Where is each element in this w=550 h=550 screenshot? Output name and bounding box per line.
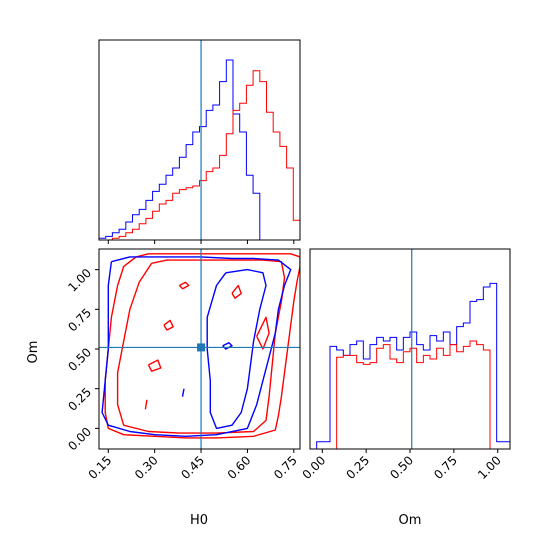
om-tick-label: 0.50 xyxy=(387,453,416,482)
h0-histogram-panel xyxy=(98,39,301,244)
om-y-tick-label: 0.50 xyxy=(65,345,94,374)
contour-series-1-level-5 xyxy=(147,359,162,372)
contour-lines xyxy=(101,253,300,439)
h0-tick-label: 0.60 xyxy=(225,453,254,482)
h0-tick-label: 0.15 xyxy=(86,453,115,482)
om-y-tick-label: 0.75 xyxy=(65,306,94,335)
contour-series-1-level-7 xyxy=(256,316,270,350)
om-tick-label: 1.00 xyxy=(475,453,504,482)
contour-series-1-level-4 xyxy=(163,319,174,331)
contour-series-2-level-2 xyxy=(206,268,267,430)
contour-series-1-level-2 xyxy=(116,259,286,434)
h0-hist-frame xyxy=(98,39,301,241)
contour-series-2-level-4 xyxy=(181,388,185,397)
contour-series-2-level-3 xyxy=(222,342,233,350)
axis-labels: H0 Om Om xyxy=(26,341,421,528)
om-tick-label: 0.00 xyxy=(300,453,329,482)
truth-marker xyxy=(197,343,206,352)
h0-tick-label: 0.75 xyxy=(271,453,300,482)
h0-tick-label: 0.30 xyxy=(132,453,161,482)
om-y-tick-label: 0.25 xyxy=(65,385,94,414)
om-y-tick-label: 0.00 xyxy=(65,425,94,454)
om-hist-series-1 xyxy=(310,282,511,450)
om-tick-label: 0.75 xyxy=(431,453,460,482)
h0-om-contour-panel: 0.15 0.30 0.45 0.60 0.75 0.00 0.25 0.50 0.75 1.00 xyxy=(65,248,301,482)
om-tick-label: 0.25 xyxy=(343,453,372,482)
contour-series-1-level-6 xyxy=(144,399,148,410)
om-axis-label: Om xyxy=(399,513,422,528)
om-y-tick-label: 1.00 xyxy=(65,266,94,295)
contour-series-2-level-1 xyxy=(101,256,292,437)
contour-series-1-level-3 xyxy=(178,281,190,290)
contour-series-1-level-8 xyxy=(231,284,242,299)
om-hist-series-2 xyxy=(310,340,510,450)
h0-hist-series-1 xyxy=(98,59,300,241)
h0-axis-label: H0 xyxy=(190,513,208,528)
om-histogram-panel: 0.00 0.25 0.50 0.75 1.00 xyxy=(300,248,511,482)
h0-tick-label: 0.45 xyxy=(178,453,207,482)
h0-hist-series-2 xyxy=(99,70,301,241)
om-y-axis-label: Om xyxy=(26,341,41,364)
